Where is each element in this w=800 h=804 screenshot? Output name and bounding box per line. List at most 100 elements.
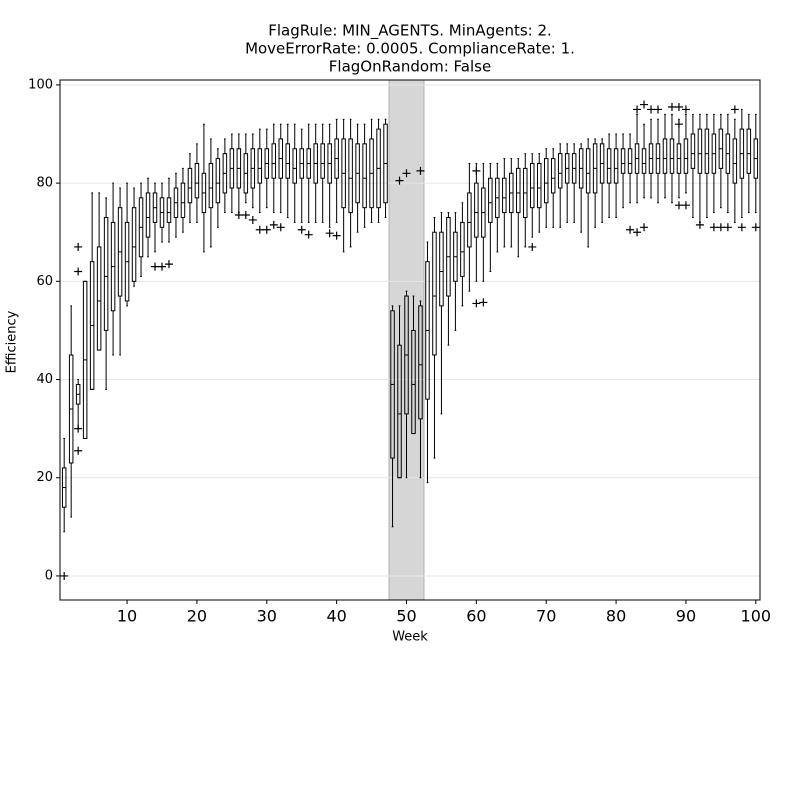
box <box>662 138 668 174</box>
box <box>103 216 109 331</box>
box <box>215 158 221 204</box>
box <box>467 192 472 248</box>
box <box>641 148 647 174</box>
outlier <box>479 298 488 307</box>
outlier <box>164 260 173 269</box>
box <box>669 138 675 174</box>
x-tick-label: 90 <box>676 607 696 626</box>
box <box>320 143 325 179</box>
y-tick-label: 80 <box>36 176 53 191</box>
outlier <box>681 201 690 210</box>
outlier <box>528 242 537 251</box>
box <box>194 162 200 199</box>
box <box>543 158 549 204</box>
y-tick-label: 0 <box>45 568 53 583</box>
box <box>474 182 479 238</box>
x-tick-label: 40 <box>326 607 346 626</box>
chart-title: FlagRule: MIN_AGENTS. MinAgents: 2. <box>268 22 552 41</box>
outlier <box>74 446 83 455</box>
outlier <box>681 105 690 114</box>
outlier <box>74 242 83 251</box>
outlier <box>654 105 663 114</box>
x-tick-label: 60 <box>466 607 486 626</box>
outlier <box>751 223 760 232</box>
outlier <box>416 166 425 175</box>
outlier <box>633 105 642 114</box>
plot-area <box>60 79 760 601</box>
outlier <box>395 176 404 185</box>
x-tick-label: 20 <box>187 607 207 626</box>
outlier <box>60 571 69 580</box>
box <box>131 207 137 282</box>
x-tick-label: 50 <box>396 607 416 626</box>
chart-title: FlagOnRandom: False <box>329 58 491 76</box>
box <box>432 231 437 356</box>
box <box>488 177 493 223</box>
box <box>180 182 186 218</box>
box <box>606 148 612 184</box>
box <box>683 138 689 174</box>
y-axis-label: Efficiency <box>5 310 20 373</box>
box <box>502 177 507 214</box>
box <box>271 143 277 179</box>
box <box>348 138 353 214</box>
outlier <box>640 100 649 109</box>
outlier <box>472 299 481 308</box>
box <box>746 128 752 174</box>
outlier <box>730 105 739 114</box>
outlier <box>151 262 160 271</box>
box <box>627 148 633 174</box>
box <box>585 148 591 194</box>
box <box>418 305 423 420</box>
outlier <box>74 267 83 276</box>
outlier <box>472 166 481 175</box>
outlier <box>297 225 306 234</box>
outlier <box>737 223 746 232</box>
outlier <box>674 103 683 112</box>
x-tick-label: 100 <box>741 607 772 626</box>
box <box>397 344 402 479</box>
outlier <box>269 220 278 229</box>
outlier <box>674 201 683 210</box>
x-axis-label: Week <box>392 630 428 645</box>
box <box>292 148 297 184</box>
box <box>620 148 626 174</box>
outlier <box>674 120 683 129</box>
outlier <box>74 424 83 433</box>
outlier <box>234 211 243 220</box>
y-tick-label: 60 <box>36 274 53 289</box>
box <box>166 197 172 223</box>
outlier <box>262 225 271 234</box>
outlier <box>402 169 411 178</box>
outlier <box>276 223 285 232</box>
outlier <box>325 229 334 238</box>
outlier <box>304 230 313 239</box>
box <box>550 158 556 194</box>
outlier <box>716 223 725 232</box>
outlier <box>709 223 718 232</box>
box <box>704 128 710 174</box>
box <box>145 192 151 238</box>
box <box>690 133 696 169</box>
box <box>530 162 535 209</box>
outlier <box>332 231 341 240</box>
x-tick-label: 80 <box>606 607 626 626</box>
outlier <box>633 228 642 237</box>
box <box>187 167 193 204</box>
box <box>557 153 563 189</box>
box <box>732 138 738 184</box>
outlier <box>626 225 635 234</box>
shaded-span <box>388 79 425 601</box>
plot-frame <box>59 79 761 601</box>
outlier <box>723 223 732 232</box>
box <box>208 162 214 209</box>
box <box>516 167 521 214</box>
box <box>460 221 465 277</box>
y-tick-label: 20 <box>36 470 53 485</box>
box <box>697 128 703 174</box>
outlier <box>248 215 257 224</box>
y-tick-label: 40 <box>36 372 53 387</box>
outlier <box>695 220 704 229</box>
x-tick-label: 30 <box>257 607 277 626</box>
